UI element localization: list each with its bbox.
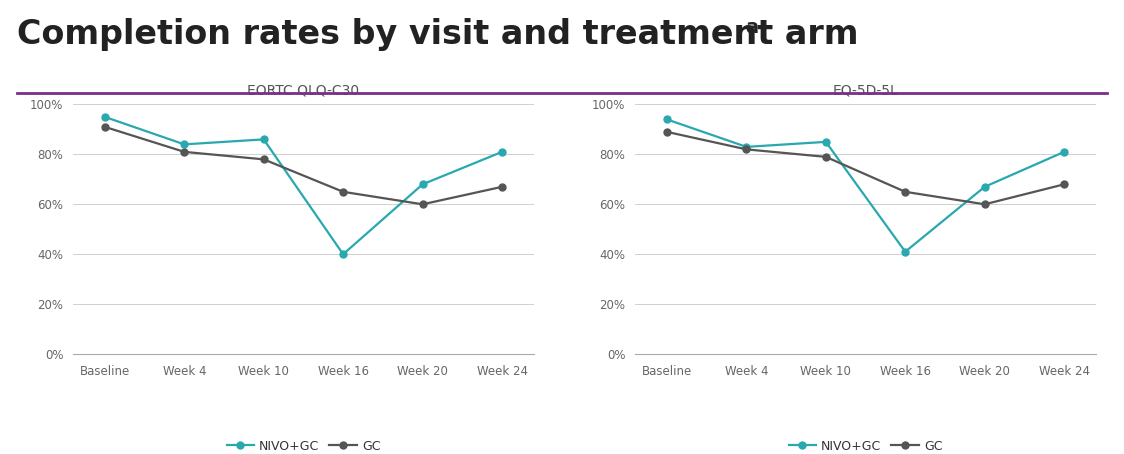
Text: a: a — [745, 18, 759, 37]
Legend: NIVO+GC, GC: NIVO+GC, GC — [783, 435, 948, 454]
Title: EQ-5D-5L: EQ-5D-5L — [833, 84, 898, 98]
Title: EORTC QLQ-C30: EORTC QLQ-C30 — [247, 84, 360, 98]
Text: Completion rates by visit and treatment arm: Completion rates by visit and treatment … — [17, 18, 859, 51]
Legend: NIVO+GC, GC: NIVO+GC, GC — [221, 435, 386, 454]
